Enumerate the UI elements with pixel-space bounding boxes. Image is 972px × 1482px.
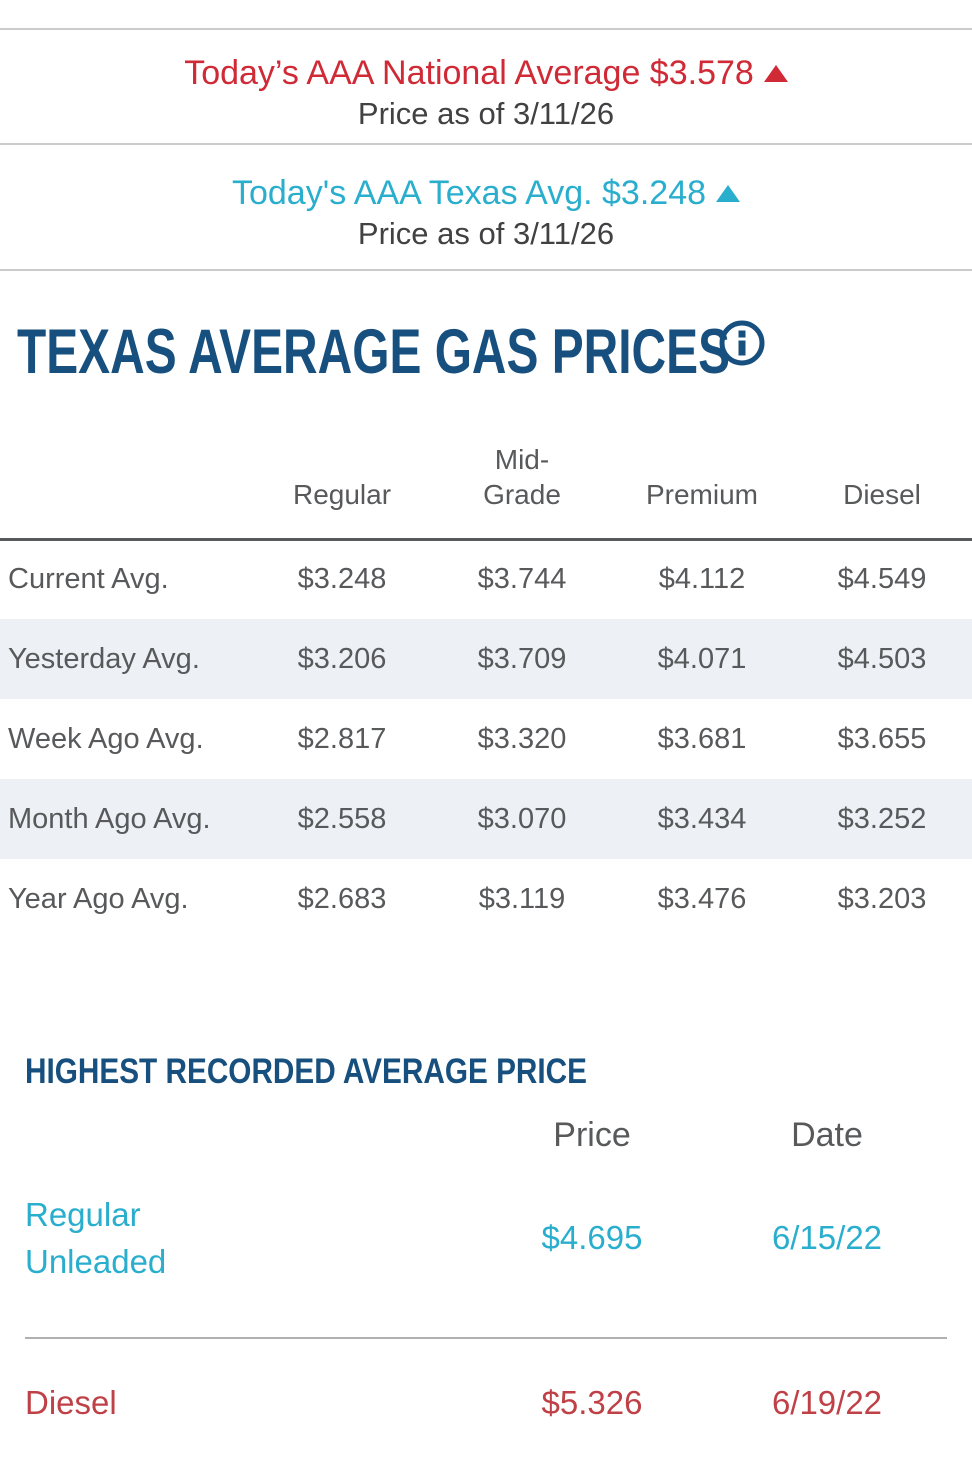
table-row-yesterday-avg: Yesterday Avg. $3.206 $3.709 $4.071 $4.5… (0, 619, 972, 699)
row-label: Week Ago Avg. (8, 722, 204, 755)
price-cell: $3.070 (477, 802, 567, 835)
texas-price-date: Price as of 3/11/26 (357, 216, 615, 251)
national-price-date: Price as of 3/11/26 (357, 96, 615, 131)
highest-recorded-heading: HIGHEST RECORDED AVERAGE PRICE (25, 1052, 588, 1091)
highest-recorded-section: HIGHEST RECORDED AVERAGE PRICE Price Dat… (25, 1051, 947, 1446)
row-label: Regular Unleaded (25, 1196, 167, 1280)
national-average-line: Today’s AAA National Average $3.578 (0, 52, 972, 94)
gas-price-table: Regular Mid-Grade Premium Diesel Current… (0, 389, 972, 939)
table-row-year-ago-avg: Year Ago Avg. $2.683 $3.119 $3.476 $3.20… (0, 859, 972, 939)
texas-average-banner: Today's AAA Texas Avg. $3.248 Price as o… (0, 145, 972, 269)
divider (0, 269, 972, 271)
top-spacer (0, 0, 972, 28)
info-icon[interactable] (718, 319, 766, 367)
highest-recorded-heading-line: HIGHEST RECORDED AVERAGE PRICE (25, 1051, 947, 1093)
price-cell: $3.206 (297, 642, 387, 675)
price-cell: $4.503 (837, 642, 927, 675)
column-header-regular: Regular (292, 478, 392, 510)
price-cell: $4.549 (837, 563, 927, 596)
page-title: TEXAS AVERAGE GAS PRICES (17, 317, 731, 387)
price-cell: $3.434 (657, 802, 747, 835)
table-header-row: Regular Mid-Grade Premium Diesel (0, 389, 972, 539)
price-cell: $2.683 (297, 882, 387, 915)
price-cell: $3.709 (477, 642, 567, 675)
table-row-week-ago-avg: Week Ago Avg. $2.817 $3.320 $3.681 $3.65… (0, 699, 972, 779)
price-cell: $3.119 (478, 882, 566, 915)
price-cell: $3.744 (477, 563, 567, 596)
national-average-banner: Today’s AAA National Average $3.578 Pric… (0, 30, 972, 143)
price-cell: $2.817 (297, 722, 387, 755)
row-label: Month Ago Avg. (8, 802, 211, 835)
divider (0, 143, 972, 145)
highest-row-regular-unleaded: Regular Unleaded $4.695 6/15/22 (25, 1157, 947, 1339)
price-column-header: Price (553, 1116, 631, 1154)
price-cell: $3.203 (837, 882, 927, 915)
price-cell: $4.071 (657, 642, 747, 675)
page-title-block: TEXAS AVERAGE GAS PRICES (0, 319, 972, 389)
row-label: Diesel (25, 1384, 117, 1421)
price-cell: $2.558 (297, 802, 387, 835)
highest-price: $5.326 (541, 1383, 643, 1421)
divider (0, 28, 972, 30)
column-header-premium: Premium (645, 478, 758, 510)
price-cell: $3.655 (837, 722, 927, 755)
date-column-header: Date (791, 1116, 863, 1154)
table-row-current-avg: Current Avg. $3.248 $3.744 $4.112 $4.549 (0, 539, 972, 619)
row-label: Year Ago Avg. (8, 882, 189, 915)
column-header-mid-grade: Mid-Grade (483, 443, 561, 510)
texas-average-text: Today's AAA Texas Avg. $3.248 (231, 174, 707, 212)
up-triangle-icon (716, 185, 741, 202)
highest-price: $4.695 (541, 1219, 643, 1256)
price-cell: $3.252 (837, 802, 927, 835)
price-cell: $3.248 (297, 563, 387, 596)
price-cell: $3.320 (477, 722, 567, 755)
highest-row-diesel: Diesel $5.326 6/19/22 (25, 1339, 947, 1446)
highest-recorded-header-row: Price Date (25, 1113, 947, 1157)
texas-average-line: Today's AAA Texas Avg. $3.248 (0, 172, 972, 214)
price-cell: $3.476 (657, 882, 747, 915)
price-cell: $4.112 (658, 563, 746, 596)
row-label: Current Avg. (8, 563, 169, 596)
empty-header-cell (0, 389, 252, 539)
price-cell: $3.681 (657, 722, 747, 755)
up-triangle-icon (763, 65, 788, 82)
table-row-month-ago-avg: Month Ago Avg. $2.558 $3.070 $3.434 $3.2… (0, 779, 972, 859)
national-average-text: Today’s AAA National Average $3.578 (184, 54, 754, 92)
row-label: Yesterday Avg. (8, 642, 200, 675)
column-header-diesel: Diesel (843, 478, 921, 510)
highest-date: 6/15/22 (771, 1219, 883, 1256)
highest-date: 6/19/22 (771, 1383, 883, 1421)
